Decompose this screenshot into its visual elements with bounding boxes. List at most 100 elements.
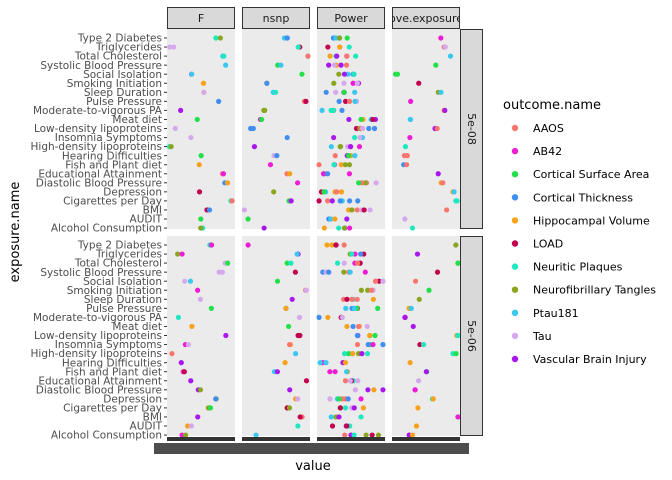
data-point [292, 351, 299, 357]
data-point [344, 296, 350, 302]
data-point [330, 107, 336, 113]
data-point [367, 332, 373, 339]
data-point [198, 225, 204, 231]
data-point [357, 134, 363, 141]
data-point [332, 369, 338, 375]
data-point [337, 405, 343, 411]
y-tick-label: Alcohol Consumption [51, 430, 162, 442]
data-point [261, 225, 267, 231]
data-point [430, 396, 436, 402]
data-point [339, 314, 345, 320]
data-point [345, 396, 351, 402]
data-point [434, 125, 440, 132]
y-tick-label: High-density lipoproteins [31, 348, 162, 360]
data-point [342, 378, 349, 384]
data-point [373, 278, 379, 284]
data-point [410, 323, 416, 330]
data-point [359, 351, 365, 357]
data-point [333, 89, 339, 95]
data-point [358, 116, 364, 123]
facet-strip [460, 29, 483, 229]
legend-key [511, 309, 519, 316]
data-point [287, 387, 293, 393]
data-point [420, 341, 427, 348]
data-point [341, 71, 348, 77]
x-tick-marks [317, 437, 385, 441]
data-point [325, 44, 331, 50]
data-point [351, 305, 357, 311]
data-point [331, 162, 337, 168]
y-tick-label: Sleep Duration [84, 87, 162, 99]
y-tick-label: Fish and Plant diet [65, 366, 162, 378]
data-point [352, 153, 358, 159]
legend-key [511, 355, 519, 363]
data-point [316, 198, 322, 204]
data-point [331, 62, 337, 68]
data-point [408, 305, 414, 311]
data-point [440, 180, 446, 186]
data-point [336, 414, 342, 420]
data-point [366, 125, 372, 132]
data-point [339, 107, 345, 113]
data-point [194, 116, 200, 123]
facet-row-label: 5e-06 [465, 320, 478, 352]
data-point [188, 134, 194, 141]
data-point [197, 387, 204, 393]
data-point [287, 171, 293, 177]
data-point [178, 360, 184, 366]
panel-background [392, 236, 460, 436]
data-point [344, 216, 350, 222]
data-point [225, 260, 231, 266]
data-point [409, 225, 416, 231]
facet-column-label: ove.exposure [389, 12, 463, 25]
data-point [321, 189, 327, 195]
data-point [200, 80, 207, 86]
y-tick-label: Triglycerides [95, 42, 162, 54]
data-point [346, 171, 353, 177]
data-point [369, 432, 375, 438]
y-tick-label: Smoking Initiation [67, 285, 162, 297]
y-tick-label: AUDIT [130, 421, 163, 433]
data-point [354, 296, 360, 302]
data-point [179, 251, 185, 257]
data-point [196, 189, 203, 195]
data-point [438, 35, 444, 41]
data-point [414, 251, 421, 257]
data-point [365, 387, 371, 393]
facet-strip [392, 7, 460, 29]
data-point [213, 396, 219, 402]
data-point [289, 296, 295, 302]
data-point [453, 351, 459, 357]
data-point [423, 369, 429, 375]
data-point [295, 44, 301, 50]
data-point [350, 351, 356, 357]
data-point [288, 260, 294, 266]
y-tick-label: BMI [143, 412, 162, 424]
facet-strip [167, 7, 235, 29]
data-point [349, 251, 355, 257]
data-point [206, 207, 213, 213]
y-tick-label: Depression [103, 393, 162, 405]
data-point [329, 198, 335, 204]
data-point [297, 332, 303, 339]
data-point [353, 53, 359, 59]
data-point [342, 405, 349, 411]
data-point [317, 360, 323, 366]
data-point [347, 198, 353, 204]
data-point [349, 207, 355, 213]
data-point [364, 323, 370, 330]
data-point [342, 162, 349, 168]
data-point [407, 134, 413, 141]
data-point [264, 80, 270, 86]
data-point [338, 162, 344, 168]
y-tick-label: Educational Attainment [38, 168, 162, 180]
x-axis-layer [154, 437, 469, 454]
data-point [371, 387, 377, 393]
y-tick-label: Systolic Blood Pressure [40, 267, 162, 279]
data-point [342, 98, 349, 104]
data-point [402, 314, 408, 320]
data-point [326, 269, 332, 275]
data-point [241, 207, 248, 213]
data-point [404, 153, 410, 159]
